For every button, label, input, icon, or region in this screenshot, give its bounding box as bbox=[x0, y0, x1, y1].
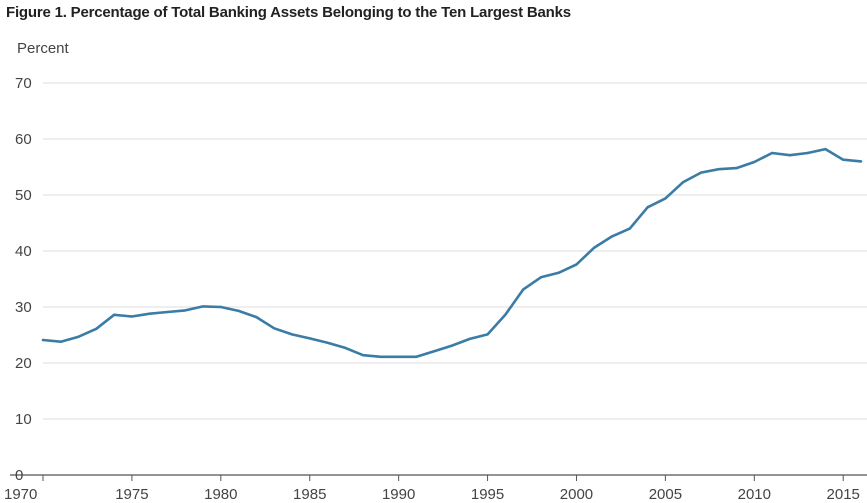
data-point bbox=[326, 341, 329, 345]
y-tick-label: 70 bbox=[15, 75, 32, 92]
data-point bbox=[859, 160, 863, 163]
x-axis-ticks: 1970 1975 1980 1985 1990 1995 2000 2005 2010 2015 bbox=[4, 475, 860, 503]
data-point bbox=[237, 309, 240, 313]
x-tick-label: 1990 bbox=[382, 486, 415, 503]
data-point bbox=[557, 271, 560, 275]
y-tick-label: 20 bbox=[15, 355, 32, 372]
x-tick-label: 2010 bbox=[738, 486, 771, 503]
x-tick-label: 1975 bbox=[115, 486, 148, 503]
y-tick-label: 40 bbox=[15, 243, 32, 260]
data-point bbox=[344, 346, 347, 350]
y-axis-unit-label: Percent bbox=[17, 40, 69, 57]
x-tick-label: 2015 bbox=[827, 486, 860, 503]
data-point bbox=[95, 327, 98, 331]
x-tick-label: 1970 bbox=[4, 486, 37, 503]
y-tick-label: 10 bbox=[15, 411, 32, 428]
data-point bbox=[379, 355, 383, 359]
data-point bbox=[397, 355, 400, 359]
chart-title: Figure 1. Percentage of Total Banking As… bbox=[6, 4, 571, 21]
data-point bbox=[539, 276, 543, 279]
y-tick-label: 30 bbox=[15, 299, 32, 316]
data-point bbox=[77, 335, 80, 338]
x-tick-label: 2005 bbox=[649, 486, 682, 503]
data-point bbox=[717, 168, 720, 171]
y-tick-label: 50 bbox=[15, 187, 32, 204]
data-point bbox=[770, 151, 774, 155]
data-point bbox=[753, 160, 756, 164]
data-point bbox=[681, 180, 685, 184]
data-point bbox=[112, 313, 116, 317]
data-point bbox=[842, 158, 845, 161]
data-point bbox=[504, 313, 507, 317]
data-point bbox=[41, 338, 45, 342]
data-point bbox=[806, 151, 809, 155]
data-point bbox=[184, 309, 187, 312]
data-point bbox=[166, 310, 169, 314]
data-point bbox=[646, 206, 649, 209]
data-point bbox=[290, 333, 294, 336]
y-tick-label: 0 bbox=[15, 467, 23, 484]
data-point bbox=[450, 344, 454, 347]
data-point bbox=[361, 353, 365, 357]
data-point bbox=[130, 315, 134, 318]
data-point bbox=[593, 246, 596, 249]
data-point bbox=[824, 147, 827, 151]
data-point bbox=[308, 337, 311, 340]
data-point bbox=[610, 235, 614, 238]
data-point bbox=[255, 315, 258, 319]
data-point bbox=[699, 171, 703, 174]
data-point bbox=[486, 333, 489, 336]
data-point bbox=[788, 154, 792, 157]
x-tick-label: 1980 bbox=[204, 486, 237, 503]
data-point bbox=[628, 227, 632, 230]
data-point bbox=[59, 340, 62, 343]
series-group bbox=[41, 147, 863, 359]
data-point bbox=[201, 305, 205, 308]
x-tick-label: 1985 bbox=[293, 486, 326, 503]
data-point bbox=[735, 166, 738, 170]
data-point bbox=[468, 337, 471, 341]
y-axis-ticks: 0 10 20 30 40 50 60 70 bbox=[15, 75, 32, 484]
data-point bbox=[148, 312, 151, 315]
y-tick-label: 60 bbox=[15, 131, 32, 148]
data-point bbox=[415, 355, 418, 359]
data-point bbox=[521, 288, 525, 291]
series-line bbox=[41, 147, 863, 359]
data-point bbox=[219, 305, 223, 309]
gridlines bbox=[10, 82, 867, 476]
x-tick-label: 2000 bbox=[560, 486, 593, 503]
data-point bbox=[575, 263, 578, 266]
data-point bbox=[433, 350, 436, 353]
data-point bbox=[272, 327, 276, 330]
data-point bbox=[664, 197, 667, 200]
x-tick-label: 1995 bbox=[471, 486, 504, 503]
